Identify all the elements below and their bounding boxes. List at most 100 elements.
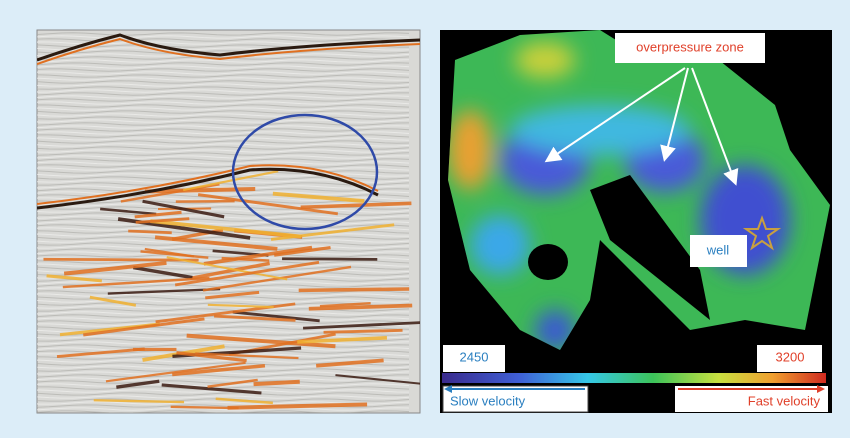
mid-zone	[510, 105, 690, 155]
no-data	[590, 175, 710, 320]
reflector	[134, 210, 182, 219]
reflector	[89, 295, 137, 307]
reflector	[37, 239, 410, 243]
reflector	[37, 158, 410, 162]
reflector	[37, 83, 410, 87]
reflector	[93, 399, 185, 404]
reflector	[37, 245, 410, 249]
reflector	[37, 74, 410, 78]
reflector	[37, 98, 410, 102]
reflector	[37, 359, 410, 363]
fast-zone	[515, 42, 575, 78]
reflector	[37, 107, 410, 111]
reflector	[215, 397, 273, 405]
label-box	[757, 345, 822, 372]
reflector	[37, 164, 410, 168]
reflector	[202, 265, 352, 292]
reflector	[37, 380, 410, 384]
seismic-reflectors	[37, 32, 420, 413]
reflector	[37, 407, 410, 411]
reflector	[37, 50, 410, 54]
reflector	[186, 333, 336, 349]
reflector	[46, 274, 102, 283]
reflector	[207, 303, 274, 309]
arrow	[544, 67, 686, 163]
reflector	[37, 320, 410, 324]
reflector	[100, 207, 157, 216]
reflector	[300, 201, 412, 210]
reflector	[37, 140, 410, 144]
reflector	[37, 134, 410, 138]
reflector	[207, 378, 258, 388]
reflector	[273, 245, 331, 257]
reflector	[37, 128, 410, 132]
reflector	[37, 95, 410, 99]
reflector	[170, 405, 239, 410]
reflector	[37, 341, 410, 345]
reflector	[37, 146, 410, 150]
colorbar	[442, 373, 826, 383]
reflector	[37, 191, 410, 195]
reflector	[37, 236, 410, 240]
fast-zone	[448, 110, 492, 190]
reflector	[37, 89, 410, 93]
reflector	[37, 35, 410, 39]
reflector	[166, 256, 288, 281]
reflector	[316, 358, 384, 368]
reflector	[37, 167, 410, 171]
reflector	[154, 235, 278, 251]
reflector	[174, 260, 320, 287]
reflector	[37, 221, 410, 225]
reflector	[37, 125, 410, 129]
reflector	[189, 261, 270, 281]
reflector	[37, 131, 410, 135]
reflector	[37, 38, 410, 42]
reflector	[37, 389, 410, 393]
reflector	[37, 33, 420, 62]
colorbar-max: 3200	[776, 349, 805, 364]
reflector	[37, 68, 410, 72]
reflector	[62, 276, 210, 289]
reflector	[161, 383, 262, 395]
reflector	[37, 32, 410, 36]
reflector	[37, 137, 410, 141]
reflector	[37, 152, 410, 156]
reflector	[319, 302, 371, 308]
reflector	[37, 110, 410, 114]
fast-arrowhead	[817, 385, 825, 393]
reflector	[37, 209, 410, 213]
reflector	[37, 77, 410, 81]
reflector	[37, 263, 410, 267]
reflector	[37, 104, 410, 108]
reflector	[37, 170, 410, 174]
reflector	[37, 161, 410, 165]
colorbar-min: 2450	[460, 349, 489, 364]
reflector	[132, 265, 193, 280]
reflector	[197, 193, 339, 216]
reflector	[176, 351, 247, 363]
reflector	[37, 251, 410, 255]
reflector	[128, 229, 172, 235]
reflector	[227, 402, 368, 410]
reflector	[116, 379, 160, 389]
reflector	[83, 317, 205, 337]
no-data	[528, 244, 568, 280]
reflector	[37, 167, 379, 210]
reflector	[37, 59, 410, 63]
reflector	[37, 203, 410, 207]
reflector	[37, 164, 379, 205]
reflector	[37, 254, 410, 258]
reflector	[37, 155, 410, 159]
reflector	[297, 336, 388, 344]
arrow	[660, 67, 689, 162]
reflector	[37, 323, 410, 327]
reflector	[335, 374, 420, 385]
well-star	[742, 215, 782, 251]
reflector	[37, 218, 410, 222]
annotation: well	[706, 242, 730, 257]
reflector	[37, 119, 410, 123]
reflector	[37, 101, 410, 105]
annotation: overpressure zone	[636, 39, 744, 54]
reflector	[282, 257, 378, 261]
